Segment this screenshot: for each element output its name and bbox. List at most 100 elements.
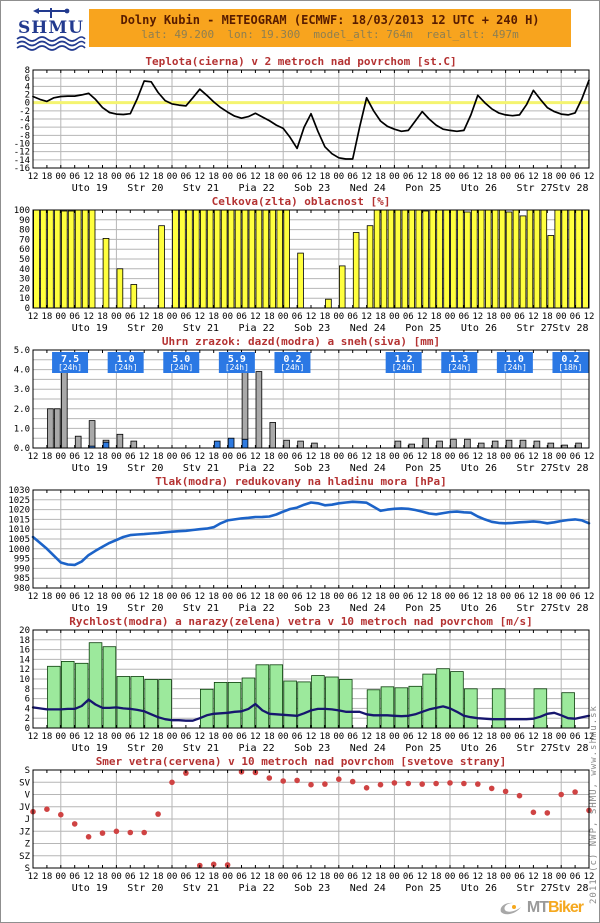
svg-text:12: 12: [306, 732, 317, 742]
svg-text:00: 00: [111, 452, 122, 462]
svg-text:06: 06: [514, 312, 525, 322]
svg-text:Smer vetra(cervena) v 10 metro: Smer vetra(cervena) v 10 metroch nad pov…: [96, 755, 507, 768]
svg-text:Str 27: Str 27: [516, 883, 552, 894]
svg-text:18: 18: [486, 312, 497, 322]
svg-text:Str 27: Str 27: [516, 183, 552, 194]
svg-text:[18h]: [18h]: [558, 363, 582, 372]
svg-text:00: 00: [222, 172, 233, 182]
svg-text:00: 00: [556, 872, 567, 882]
svg-text:00: 00: [111, 312, 122, 322]
svg-text:06: 06: [570, 872, 581, 882]
svg-text:4.0: 4.0: [14, 366, 30, 376]
svg-text:12: 12: [306, 172, 317, 182]
svg-text:12: 12: [194, 732, 205, 742]
svg-text:12: 12: [584, 312, 595, 322]
svg-text:00: 00: [222, 732, 233, 742]
svg-text:12: 12: [83, 732, 94, 742]
svg-text:12: 12: [139, 312, 150, 322]
svg-text:4: 4: [25, 704, 30, 714]
svg-text:12: 12: [361, 872, 372, 882]
svg-text:18: 18: [542, 452, 553, 462]
svg-text:18: 18: [486, 872, 497, 882]
svg-text:18: 18: [375, 872, 386, 882]
svg-text:06: 06: [514, 592, 525, 602]
svg-text:00: 00: [389, 172, 400, 182]
svg-text:06: 06: [347, 312, 358, 322]
svg-text:18: 18: [542, 872, 553, 882]
svg-text:06: 06: [458, 872, 469, 882]
svg-text:06: 06: [570, 172, 581, 182]
svg-text:06: 06: [125, 172, 136, 182]
svg-text:Tlak(modra) redukovany na hlad: Tlak(modra) redukovany na hladinu mora […: [155, 475, 446, 488]
svg-text:06: 06: [236, 452, 247, 462]
pressure-plot: Tlak(modra) redukovany na hladinu mora […: [8, 475, 594, 614]
svg-text:12: 12: [361, 172, 372, 182]
wind-direction-chart: Smer vetra(cervena) v 10 metroch nad pov…: [1, 755, 599, 895]
svg-text:18: 18: [208, 872, 219, 882]
svg-text:1.2: 1.2: [395, 354, 413, 365]
svg-text:18: 18: [264, 732, 275, 742]
svg-text:00: 00: [389, 452, 400, 462]
svg-text:Pia 22: Pia 22: [238, 323, 274, 334]
svg-text:12: 12: [28, 872, 39, 882]
svg-text:12: 12: [194, 452, 205, 462]
temperature-chart: Teplota(cierna) v 2 metroch nad povrchom…: [1, 55, 599, 195]
svg-text:06: 06: [458, 732, 469, 742]
svg-text:06: 06: [458, 452, 469, 462]
svg-text:Pia 22: Pia 22: [238, 463, 274, 474]
svg-text:00: 00: [333, 592, 344, 602]
svg-text:06: 06: [292, 592, 303, 602]
svg-text:00: 00: [556, 732, 567, 742]
svg-text:20: 20: [19, 284, 30, 294]
svg-text:06: 06: [236, 732, 247, 742]
svg-text:Uto 19: Uto 19: [72, 883, 108, 894]
svg-text:12: 12: [361, 732, 372, 742]
svg-text:Sob 23: Sob 23: [294, 883, 330, 894]
cloud-cover-chart: Celkova(zlta) oblacnost [%] 100 90 80 70 60 50…: [1, 195, 599, 335]
svg-text:00: 00: [500, 172, 511, 182]
svg-text:00: 00: [111, 732, 122, 742]
svg-text:18: 18: [41, 592, 52, 602]
svg-text:12: 12: [584, 452, 595, 462]
copyright-vertical-text: 2011 (c) NWP, SHMU, www.shmu.sk: [589, 705, 599, 904]
svg-text:Uto 26: Uto 26: [461, 743, 497, 754]
svg-text:8: 8: [25, 66, 30, 76]
temperature-plot: Teplota(cierna) v 2 metroch nad povrchom…: [14, 55, 595, 194]
svg-text:SZ: SZ: [19, 852, 30, 862]
svg-text:06: 06: [514, 452, 525, 462]
mtbiker-swoosh-icon: [500, 902, 521, 915]
svg-text:18: 18: [486, 172, 497, 182]
svg-text:Uto 26: Uto 26: [461, 183, 497, 194]
svg-text:90: 90: [19, 216, 30, 226]
svg-text:Pia 22: Pia 22: [238, 183, 274, 194]
svg-text:-10: -10: [14, 140, 30, 150]
svg-text:5.9: 5.9: [228, 354, 246, 365]
shmu-logo: SHMU: [16, 8, 86, 51]
svg-text:06: 06: [180, 312, 191, 322]
svg-text:-8: -8: [19, 131, 30, 141]
svg-text:1020: 1020: [8, 506, 30, 516]
svg-text:6: 6: [25, 74, 30, 84]
svg-text:18: 18: [153, 732, 164, 742]
svg-text:12: 12: [306, 452, 317, 462]
svg-text:06: 06: [69, 312, 80, 322]
svg-text:18: 18: [153, 592, 164, 602]
svg-text:Stv 21: Stv 21: [183, 743, 219, 754]
svg-text:2: 2: [25, 91, 30, 101]
svg-text:12: 12: [417, 452, 428, 462]
svg-text:12: 12: [250, 872, 261, 882]
svg-text:12: 12: [584, 872, 595, 882]
svg-text:Ned 24: Ned 24: [350, 743, 386, 754]
svg-text:18: 18: [208, 452, 219, 462]
svg-text:06: 06: [347, 592, 358, 602]
svg-text:12: 12: [83, 312, 94, 322]
waves-icon: [16, 36, 86, 51]
svg-text:00: 00: [333, 732, 344, 742]
svg-text:0.0: 0.0: [14, 444, 30, 454]
svg-text:Sob 23: Sob 23: [294, 323, 330, 334]
svg-text:12: 12: [584, 732, 595, 742]
svg-text:8: 8: [25, 685, 30, 695]
svg-text:06: 06: [180, 732, 191, 742]
svg-text:06: 06: [458, 592, 469, 602]
svg-text:18: 18: [153, 452, 164, 462]
